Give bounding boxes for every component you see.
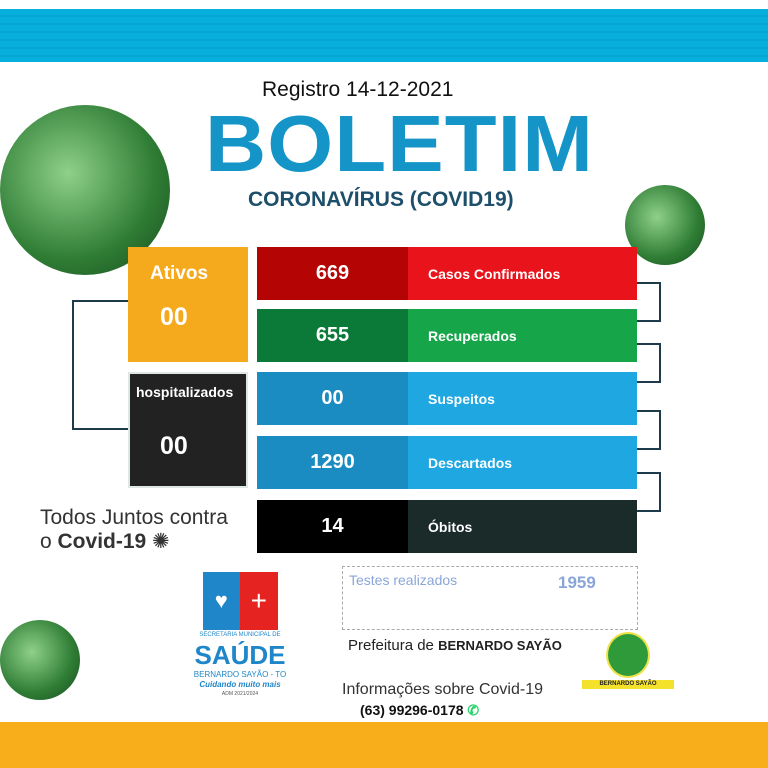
ativos-value: 00 [160,303,188,331]
stat-row: 00 Suspeitos [257,372,637,425]
hospitalizados-box: hospitalizados 00 [128,372,248,488]
slogan-prefix: o [40,530,58,553]
connector-line [637,282,661,322]
stat-label: Suspeitos [408,372,637,425]
testes-label: Testes realizados [349,572,458,588]
stat-value: 00 [257,372,408,425]
hospitalizados-value: 00 [160,432,188,460]
stat-label: Descartados [408,436,637,489]
saude-logo-text: SAÚDE [194,639,286,670]
brasao-logo: BERNARDO SAYÃO [582,632,674,694]
saude-logo-text: ADM 2021/2024 [221,690,259,697]
ativos-box: Ativos 00 [128,247,248,362]
connector-line [637,343,661,383]
slogan: Todos Juntos contra o Covid-19 ✺ [40,506,228,554]
testes-value: 1959 [558,573,596,592]
stat-row: 14 Óbitos [257,500,637,553]
brasao-shield [606,632,650,678]
stat-value: 655 [257,309,408,362]
hospitalizados-label: hospitalizados [136,384,234,400]
saude-logo-text: BERNARDO SAYÃO - TO [193,669,287,679]
virus-image [625,185,705,265]
info-label: Informações sobre Covid-19 [342,681,543,698]
saude-logo-text: Cuidando muito mais [199,680,281,690]
stat-value: 1290 [257,436,408,489]
page-subtitle: CORONAVÍRUS (COVID19) [248,188,514,211]
connector-line [637,472,661,512]
stat-row: 669 Casos Confirmados [257,247,637,300]
saude-logo-mark: ♥ + [202,572,278,630]
prefeitura-text: Prefeitura de BERNARDO SAYÃO [348,637,562,655]
saude-logo: ♥ + SECRETARIA MUNICIPAL DE SAÚDE BERNARD… [185,572,295,697]
page-title: BOLETIM [205,99,594,188]
stat-label: Óbitos [408,500,637,553]
prefeitura-name: BERNARDO SAYÃO [438,638,562,653]
ativos-label: Ativos [150,263,209,284]
connector-line [72,300,128,430]
connector-line [637,410,661,450]
registro-date: Registro 14-12-2021 [262,78,454,101]
saude-logo-text: SECRETARIA MUNICIPAL DE [199,632,281,638]
stat-row: 1290 Descartados [257,436,637,489]
slogan-line1: Todos Juntos contra [40,506,228,529]
stat-label: Casos Confirmados [408,247,637,300]
testes-box: Testes realizados 1959 [342,566,638,630]
slogan-line2: o Covid-19 ✺ [40,530,228,554]
slogan-bold: Covid-19 [57,530,147,553]
brasao-text: BERNARDO SAYÃO [582,680,674,689]
stat-value: 669 [257,247,408,300]
stat-value: 14 [257,500,408,553]
top-banner [0,9,768,62]
stat-label: Recuperados [408,309,637,362]
virus-image [0,105,170,275]
virus-icon: ✺ [152,530,170,553]
phone: (63) 99296-0178 ✆ [360,702,479,719]
bottom-banner [0,722,768,768]
phone-number: (63) 99296-0178 [360,702,464,718]
stat-row: 655 Recuperados [257,309,637,362]
whatsapp-icon: ✆ [467,702,480,718]
prefeitura-prefix: Prefeitura de [348,637,439,654]
virus-image [0,620,80,700]
